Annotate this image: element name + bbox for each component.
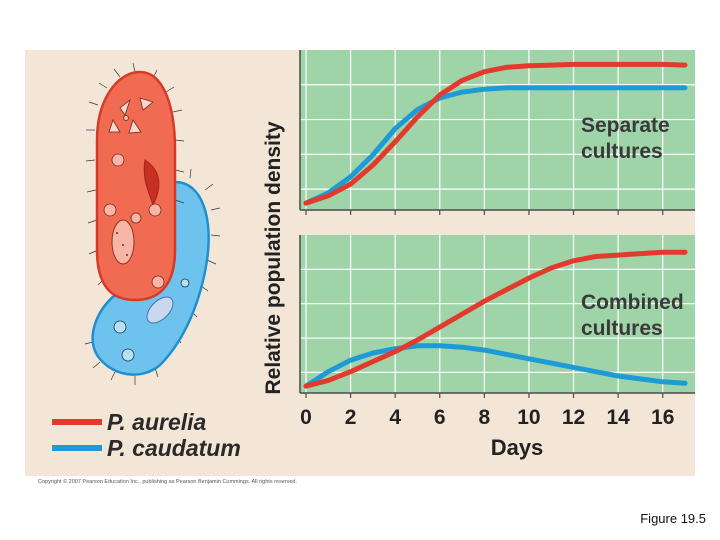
paramecium-illustrations bbox=[84, 62, 221, 385]
legend-label-aurelia: P. aurelia bbox=[107, 409, 207, 435]
y-axis-label: Relative population density bbox=[262, 121, 285, 394]
series-line-aurelia-panel-2 bbox=[303, 249, 688, 389]
x-tick-label: 0 bbox=[300, 406, 312, 429]
x-tick-label: 10 bbox=[517, 406, 540, 429]
panel-title-combined-line1: Combined bbox=[581, 291, 684, 314]
figure-panel: Relative population density Separate cul… bbox=[25, 50, 695, 476]
grid-lines bbox=[300, 50, 695, 398]
panel-title-separate-line1: Separate bbox=[581, 114, 670, 137]
x-tick-label: 16 bbox=[651, 406, 674, 429]
caudatum-cilia bbox=[84, 168, 221, 385]
panel-title-separate-line2: cultures bbox=[581, 140, 663, 163]
series-line-caudatum-panel-2 bbox=[303, 343, 688, 389]
x-tick-label: 12 bbox=[562, 406, 585, 429]
figure-caption: Figure 19.5 bbox=[640, 511, 706, 526]
copyright-notice: Copyright © 2007 Pearson Education Inc.,… bbox=[38, 479, 298, 485]
legend-label-caudatum: P. caudatum bbox=[107, 435, 241, 461]
panel-title-combined-line2: cultures bbox=[581, 317, 663, 340]
series-lines bbox=[303, 61, 688, 389]
series-line-aurelia-panel-1 bbox=[303, 61, 688, 206]
plot-area-separate bbox=[300, 50, 695, 210]
x-tick-label: 2 bbox=[345, 406, 357, 429]
x-tick-label: 4 bbox=[389, 406, 401, 429]
legend: P. aurelia P. caudatum bbox=[52, 409, 241, 461]
x-tick-label: 14 bbox=[606, 406, 630, 429]
paramecium-aurelia-icon bbox=[95, 70, 177, 302]
x-tick-labels: 0 2 4 6 8 10 12 14 16 bbox=[300, 406, 674, 429]
axes bbox=[299, 50, 695, 394]
series-line-caudatum-panel-1 bbox=[303, 85, 688, 206]
x-tick-label: 6 bbox=[434, 406, 446, 429]
x-axis-label: Days bbox=[491, 435, 544, 460]
chart-svg: Relative population density Separate cul… bbox=[52, 50, 695, 461]
x-tick-label: 8 bbox=[479, 406, 491, 429]
